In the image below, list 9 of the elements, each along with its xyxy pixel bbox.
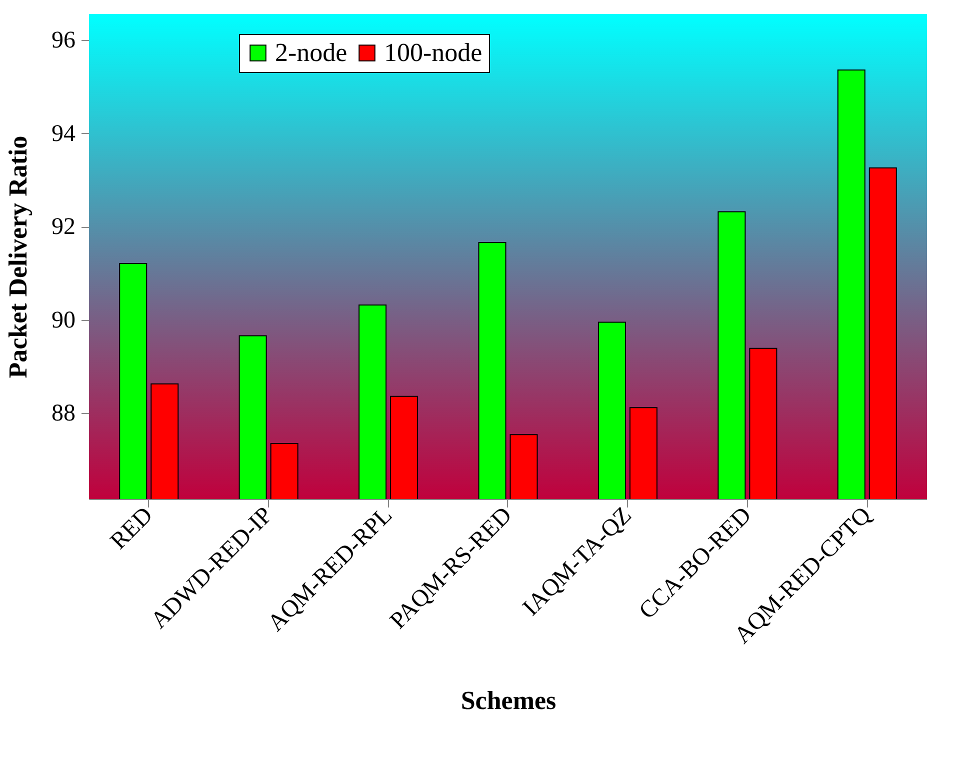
x-axis-title: Schemes [460, 686, 556, 716]
y-tick-label: 88 [52, 400, 76, 427]
y-tick-label: 94 [52, 120, 76, 147]
y-tick-label: 92 [52, 214, 76, 240]
y-tick-label: 96 [52, 28, 76, 54]
legend-label: 2-node [275, 38, 348, 67]
y-axis-title: Packet Delivery Ratio [4, 136, 32, 378]
legend-label: 100-node [384, 38, 482, 67]
y-tick-label: 90 [52, 307, 76, 334]
